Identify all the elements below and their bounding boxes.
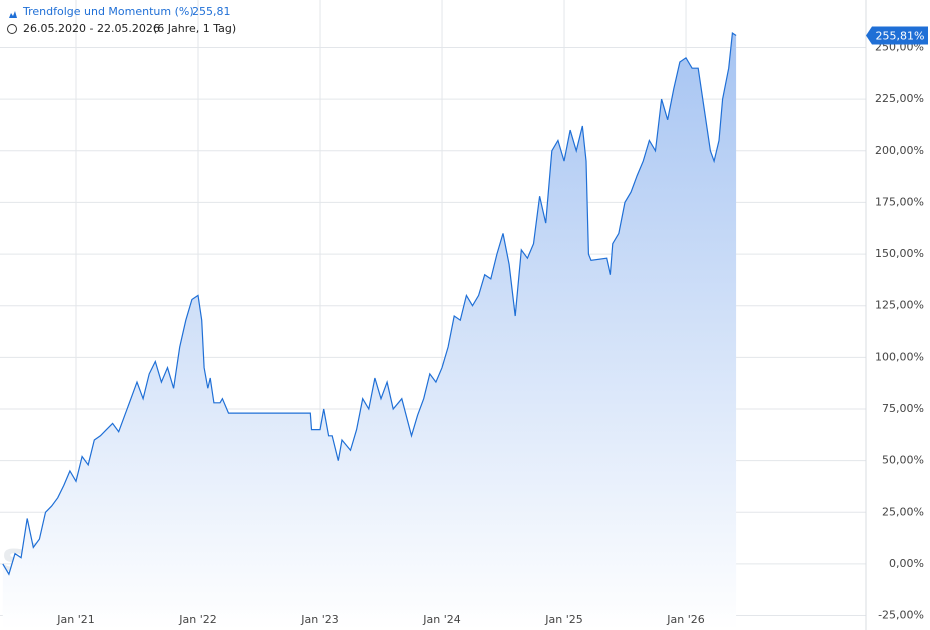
y-tick-label: 200,00% [875, 144, 924, 157]
y-tick-label: 75,00% [882, 402, 924, 415]
y-tick-label: 0,00% [889, 557, 924, 570]
clock-icon [7, 24, 17, 34]
x-tick-label: Jan '24 [422, 613, 460, 626]
x-tick-label: Jan '21 [56, 613, 94, 626]
y-tick-label: 125,00% [875, 299, 924, 312]
duration: (6 Jahre, 1 Tag) [153, 22, 236, 35]
last-value-label: 255,81% [876, 30, 925, 43]
y-tick-label: 225,00% [875, 92, 924, 105]
y-tick-label: 150,00% [875, 247, 924, 260]
x-tick-label: Jan '26 [666, 613, 704, 626]
x-tick-label: Jan '22 [178, 613, 216, 626]
badge-shape [866, 26, 928, 45]
x-tick-label: Jan '23 [300, 613, 338, 626]
legend-label: Trendfolge und Momentum (%) [22, 5, 194, 18]
line [2, 31, 737, 576]
last-value-badge: 255,81% [866, 26, 928, 45]
area-fill [2, 33, 737, 630]
y-tick-label: 100,00% [875, 350, 924, 363]
header-value: 255,81 [192, 5, 231, 18]
date-range: 26.05.2020 - 22.05.2026 [23, 22, 160, 35]
y-tick-label: 25,00% [882, 505, 924, 518]
x-tick-label: Jan '25 [544, 613, 582, 626]
y-tick-label: 175,00% [875, 195, 924, 208]
legend-icon [9, 11, 17, 18]
y-tick-label: 50,00% [882, 454, 924, 467]
y-tick-label: -25,00% [878, 609, 924, 622]
